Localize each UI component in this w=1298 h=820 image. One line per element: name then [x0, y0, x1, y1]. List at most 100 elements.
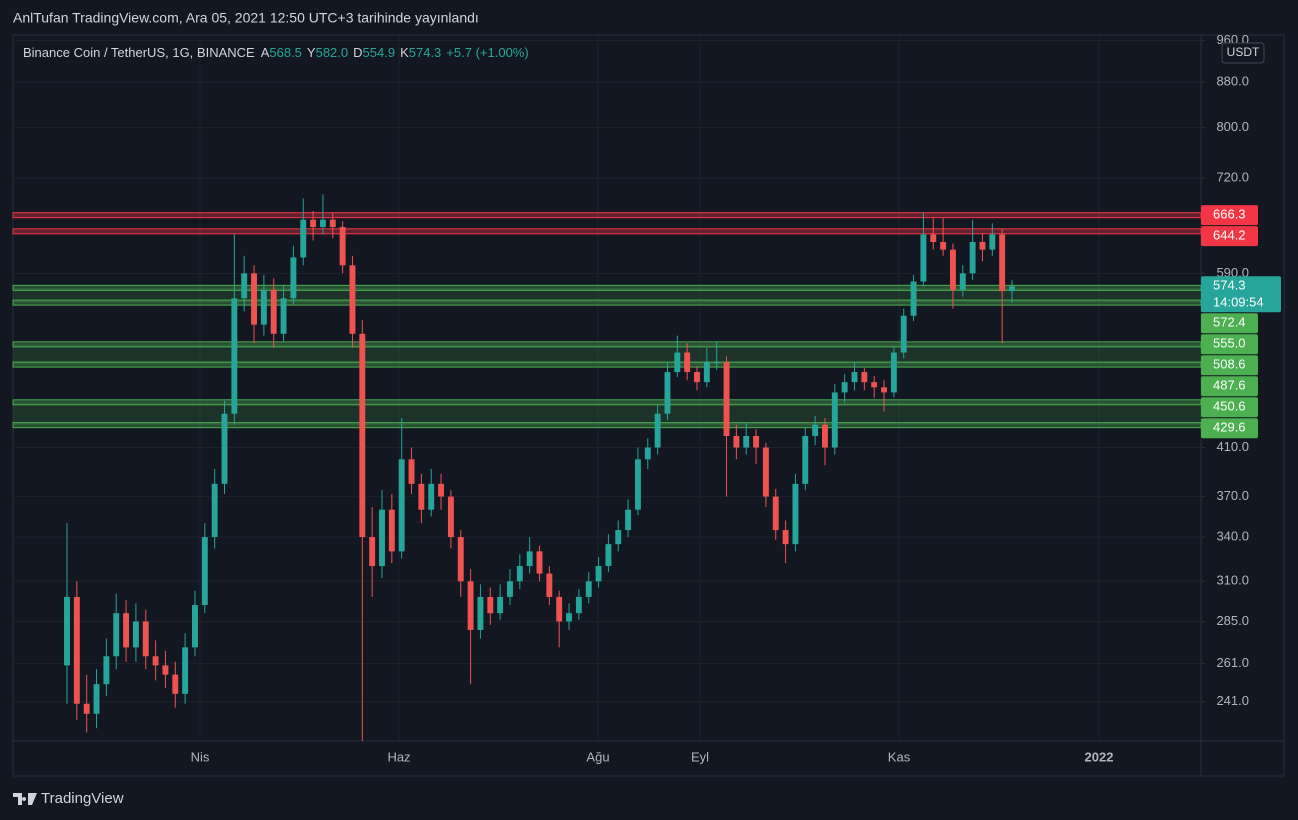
countdown: 14:09:54 — [1213, 295, 1264, 310]
candle-body — [959, 273, 966, 290]
candle-body — [713, 362, 720, 364]
candle-body — [536, 551, 543, 574]
candle-body — [949, 249, 956, 290]
zone — [13, 344, 1201, 365]
level-label: 487.6 — [1213, 378, 1246, 393]
candle-body — [930, 234, 937, 242]
y-tick-label: 285.0 — [1216, 613, 1249, 628]
currency-badge[interactable] — [1221, 42, 1265, 64]
candle-body — [103, 656, 110, 685]
candle-body — [743, 435, 750, 448]
x-tick-label: 2022 — [1085, 749, 1114, 764]
level-label-box — [1201, 205, 1258, 226]
level-label-box — [1201, 376, 1258, 397]
candle-body — [526, 551, 533, 567]
header: AnlTufan TradingView.com, Ara 05, 2021 1… — [13, 10, 479, 26]
last-price-box — [1201, 276, 1281, 313]
candle-body — [723, 362, 730, 436]
level-line — [12, 399, 1202, 406]
candle-body — [575, 596, 582, 614]
candle-body — [969, 241, 976, 274]
y-tick-label: 241.0 — [1216, 693, 1249, 708]
y-tick-label: 800.0 — [1216, 119, 1249, 134]
candle-body — [1009, 286, 1015, 292]
candle-body — [359, 333, 366, 538]
y-tick-label: 720.0 — [1216, 170, 1249, 185]
zone — [13, 287, 1201, 303]
level-label: 508.6 — [1213, 357, 1246, 372]
candle-body — [684, 352, 691, 373]
level-line — [12, 228, 1202, 235]
level-label: 429.6 — [1213, 420, 1246, 435]
candle-body — [319, 219, 326, 228]
candle-body — [979, 241, 986, 250]
level-label: 644.2 — [1213, 228, 1246, 243]
candle-body — [64, 596, 70, 666]
field-key: A — [261, 45, 270, 60]
candle-body — [615, 530, 622, 545]
candle-body — [162, 665, 169, 675]
field-value: 574.3 — [409, 45, 442, 60]
level-label: 555.0 — [1213, 336, 1246, 351]
candle-body — [201, 537, 208, 605]
candle-body — [999, 234, 1006, 292]
candle-body — [142, 621, 149, 657]
candle-body — [231, 298, 238, 414]
zone — [13, 402, 1201, 426]
candle-body — [890, 352, 897, 393]
y-tick-label: 410.0 — [1216, 439, 1249, 454]
candle-body — [467, 581, 474, 630]
level-label: 572.4 — [1213, 315, 1246, 330]
candle-body — [329, 219, 336, 228]
candle-body — [802, 435, 809, 484]
field-value: 582.0 — [316, 45, 349, 60]
candle-body — [595, 566, 602, 582]
candle-body — [703, 362, 710, 383]
y-tick-label: 370.0 — [1216, 488, 1249, 503]
candle-body — [507, 581, 513, 597]
field-key: Y — [307, 45, 316, 60]
candle-body — [644, 447, 651, 460]
candle-body — [192, 604, 198, 648]
candle-body — [457, 537, 464, 582]
candle-body — [585, 581, 592, 597]
candle-body — [920, 234, 927, 282]
candle-body — [113, 613, 120, 657]
candle-body — [172, 674, 179, 694]
y-tick-label: 590.0 — [1216, 265, 1249, 280]
level-label: 450.6 — [1213, 399, 1246, 414]
candle-body — [782, 530, 789, 545]
candle-body — [300, 219, 307, 258]
y-tick-label: 880.0 — [1216, 74, 1249, 89]
level-line — [12, 341, 1202, 348]
candle-body — [241, 273, 248, 299]
candle-body — [989, 234, 996, 250]
candle-body — [634, 459, 641, 510]
level-line — [12, 361, 1202, 368]
candle-body — [132, 621, 139, 648]
candle-body — [497, 596, 504, 614]
candle-body — [369, 537, 376, 567]
field-key: D — [353, 45, 362, 60]
candle-body — [408, 459, 415, 484]
candle-body — [516, 566, 523, 582]
candle-body — [487, 596, 494, 614]
candle-body — [418, 483, 425, 510]
field-value: 568.5 — [269, 45, 302, 60]
candle-body — [605, 544, 612, 567]
currency: USDT — [1227, 45, 1260, 59]
candle-body — [280, 298, 287, 334]
level-label: 666.3 — [1213, 207, 1246, 222]
candle-body — [73, 596, 80, 704]
level-line — [12, 284, 1202, 291]
candle-body — [260, 289, 267, 325]
candle-body — [349, 265, 356, 334]
symbol: Binance Coin / TetherUS, 1G, BINANCE — [23, 45, 255, 60]
candle-body — [290, 257, 297, 299]
level-line — [12, 212, 1202, 219]
level-label-box — [1201, 334, 1258, 355]
candle-body — [182, 647, 189, 694]
y-tick-label: 261.0 — [1216, 655, 1249, 670]
candle-body — [566, 613, 572, 622]
candle-body — [438, 483, 445, 497]
